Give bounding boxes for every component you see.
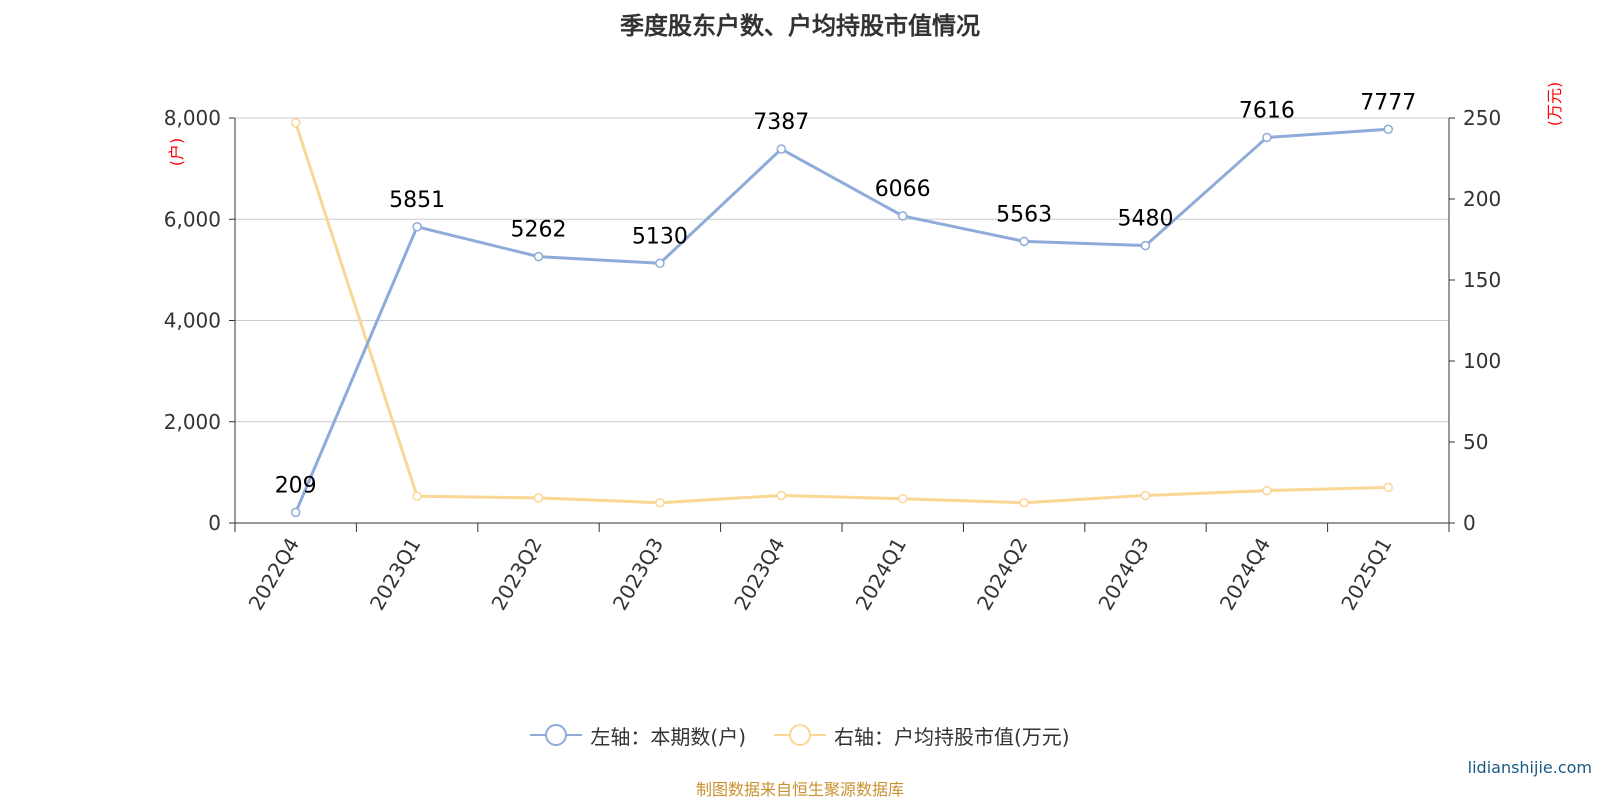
right-tick-label: 0 [1463,511,1476,535]
series-line-avg-value [294,122,1389,505]
legend-label-avg-value: 右轴：户均持股市值(万元) [834,724,1070,749]
chart-title: 季度股东户数、户均持股市值情况 [620,12,980,40]
data-point-avg-value [412,491,422,502]
left-tick-label: 2,000 [164,410,221,434]
x-tick-label: 2023Q3 [608,534,668,615]
left-tick-label: 4,000 [164,309,221,333]
data-label: 209 [275,473,317,498]
data-label: 5563 [996,202,1052,227]
source-note: 制图数据来自恒生聚源数据库 [695,780,904,799]
data-label: 5130 [632,224,688,249]
data-label: 6066 [875,177,931,202]
x-tick-label: 2024Q3 [1093,534,1153,615]
legend-item-avg-value[interactable]: 右轴：户均持股市值(万元) [774,721,1070,750]
x-tick-label: 2023Q1 [365,534,425,615]
legend-line-circle-icon [530,724,583,746]
data-point-households [290,507,301,518]
legend-item-households[interactable]: 左轴：本期数(户) [530,721,746,750]
x-tick-label: 2023Q2 [486,534,546,615]
data-point-households [897,211,908,221]
right-tick-label: 250 [1463,106,1501,130]
right-tick-label: 200 [1463,187,1501,211]
x-tick-label: 2024Q2 [972,534,1032,615]
data-point-households [533,251,544,262]
right-tick-label: 50 [1463,430,1488,454]
legend-line-circle-icon [774,724,826,746]
legend-label-households: 左轴：本期数(户) [590,724,746,749]
data-label: 7777 [1360,90,1416,115]
data-label: 5851 [389,188,445,213]
right-axis-unit: (万元) [1545,82,1564,127]
x-tick-label: 2025Q1 [1336,534,1396,615]
data-point-households [412,222,422,232]
data-point-households [1383,124,1394,135]
data-point-households [655,258,665,269]
data-label: 7616 [1239,98,1295,123]
data-point-households [1019,236,1029,247]
data-point-avg-value [290,118,301,128]
data-label: 5480 [1118,207,1174,232]
data-point-avg-value [1019,498,1029,508]
right-tick-label: 100 [1463,349,1501,373]
data-point-avg-value [1140,490,1151,501]
left-tick-label: 6,000 [164,207,221,231]
left-axis-unit: (户) [167,138,186,167]
data-point-avg-value [897,493,908,504]
left-tick-label: 8,000 [164,106,221,130]
x-tick-label: 2022Q4 [244,534,304,615]
legend: 左轴：本期数(户) 右轴：户均持股市值(万元) [0,720,1600,750]
data-point-households [776,144,787,154]
right-tick-label: 150 [1463,268,1501,292]
data-point-avg-value [1262,485,1272,496]
data-point-households [1262,132,1272,143]
data-point-avg-value [1383,482,1394,493]
data-label: 7387 [753,110,809,135]
x-tick-label: 2024Q4 [1215,534,1275,615]
data-label: 5262 [511,218,567,243]
watermark[interactable]: lidianshijie.com [1467,758,1592,777]
x-tick-label: 2024Q1 [851,534,911,615]
left-tick-label: 0 [208,511,221,535]
data-point-households [1140,240,1151,251]
data-point-avg-value [533,493,544,503]
x-tick-label: 2023Q4 [729,534,789,615]
data-point-avg-value [776,490,787,501]
series-line-households [294,127,1389,514]
data-point-avg-value [655,498,665,508]
